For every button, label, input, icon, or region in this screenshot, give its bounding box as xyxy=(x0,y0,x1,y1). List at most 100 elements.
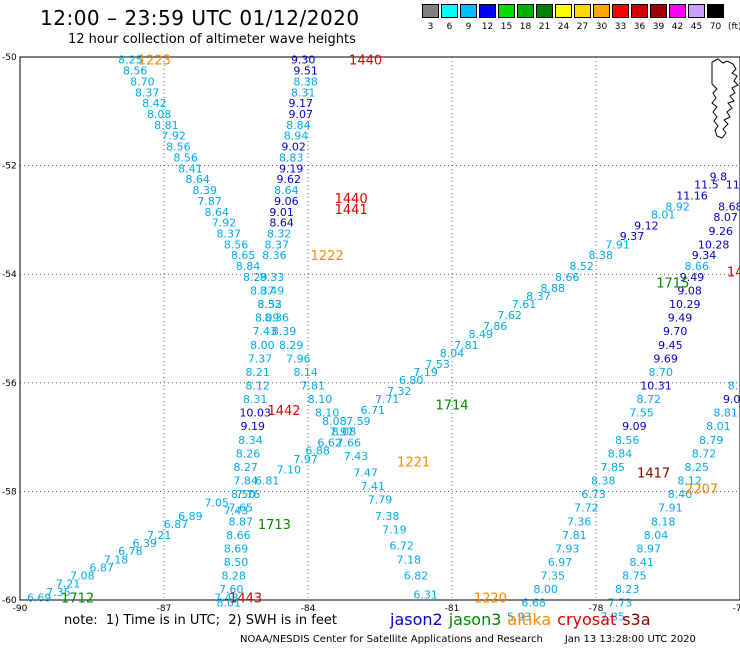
wave-height-label: 8.64 xyxy=(269,217,294,230)
wave-height-label: 8.08 xyxy=(332,426,357,439)
wave-height-label: 7.19 xyxy=(382,523,407,536)
wave-height-label: 8.88 xyxy=(541,282,566,295)
wave-height-label: 6.82 xyxy=(404,570,429,583)
scale-swatch xyxy=(707,4,724,18)
wave-height-label: 8.56 xyxy=(166,141,191,154)
scale-swatch xyxy=(422,4,439,18)
wave-height-label: 9.34 xyxy=(692,249,717,262)
wave-height-label: 8.31 xyxy=(291,86,316,99)
wave-height-label: 8.56 xyxy=(224,238,249,251)
wave-height-label: 9.70 xyxy=(663,325,688,338)
wave-height-label: 8.40 xyxy=(668,488,693,501)
pass-2207-track: 9.018.708.818.018.798.728.258.128.407.91… xyxy=(601,380,740,624)
wave-height-label: 8.08 xyxy=(322,415,347,428)
wave-height-label: 8.83 xyxy=(279,151,304,164)
scale-swatch xyxy=(612,4,629,18)
wave-height-label: 8.36 xyxy=(262,249,287,262)
scale-swatch xyxy=(669,4,686,18)
lat-tick-label: -54 xyxy=(2,270,17,280)
legend-s3a: s3a xyxy=(622,610,651,629)
scale-label: 6 xyxy=(446,22,453,32)
footer: NOAA/NESDIS Center for Satellite Applica… xyxy=(240,634,696,645)
wave-height-label: 8.70 xyxy=(130,75,155,88)
wave-height-label: 7.38 xyxy=(375,510,400,523)
wave-height-label: 7.41 xyxy=(361,480,386,493)
wave-height-label: 8.12 xyxy=(245,380,270,393)
wave-height-label: 8.66 xyxy=(226,529,251,542)
wave-height-label: 9.01 xyxy=(269,206,294,219)
wave-height-label: 8.14 xyxy=(293,366,318,379)
wave-height-label: 7.36 xyxy=(567,515,592,528)
wave-height-label: 9.08 xyxy=(677,284,702,297)
wave-height-label: 9.01 xyxy=(723,393,740,406)
pass-number-label: 1713 xyxy=(258,518,291,533)
scale-swatch xyxy=(593,4,610,18)
scale-label: 3 xyxy=(427,22,434,32)
wave-height-label: 7.73 xyxy=(608,597,633,610)
wave-height-label: 8.33 xyxy=(257,298,282,311)
wave-height-label: 9.49 xyxy=(680,271,705,284)
wave-height-label: 8.39 xyxy=(272,325,297,338)
scale-label: 39 xyxy=(652,22,665,32)
wave-height-label: 8.84 xyxy=(608,447,633,460)
wave-height-label: 8.92 xyxy=(665,200,690,213)
wave-height-label: 9.45 xyxy=(658,339,683,352)
wave-height-label: 6.89 xyxy=(178,510,203,523)
pass-number-label: 1712 xyxy=(61,591,94,606)
wave-height-label: 8.65 xyxy=(231,249,256,262)
wave-height-label: 8.09 xyxy=(255,312,280,325)
lon-tick-label: -87 xyxy=(157,604,172,614)
pass-number-label: 1714 xyxy=(435,399,468,414)
wave-height-label: 10.03 xyxy=(239,407,271,420)
wave-height-label: 7.93 xyxy=(555,542,580,555)
wave-height-label: 8.37 xyxy=(217,227,242,240)
wave-height-label: 6.71 xyxy=(361,404,386,417)
legend-jason3: jason3 xyxy=(448,610,502,629)
scale-unit: (ft) xyxy=(728,22,740,32)
wave-height-label: 8.26 xyxy=(236,447,261,460)
wave-height-label: 8.10 xyxy=(315,407,340,420)
wave-height-label: 7.91 xyxy=(658,502,683,515)
wave-height-label: 8.04 xyxy=(440,347,465,360)
lon-tick-label: -78 xyxy=(589,604,604,614)
wave-height-label: 8.70 xyxy=(649,366,674,379)
wave-height-label: 7.35 xyxy=(46,586,71,599)
scale-label: 27 xyxy=(576,22,589,32)
wave-height-label: 9.51 xyxy=(293,65,318,78)
wave-height-label: 8.56 xyxy=(615,434,640,447)
coastline-icon xyxy=(711,58,739,139)
wave-height-label: 9.19 xyxy=(241,420,266,433)
pass-number-label: 1443 xyxy=(229,591,262,606)
wave-height-label: 8.25 xyxy=(118,54,143,67)
wave-height-label: 7.60 xyxy=(219,583,244,596)
wave-height-label: 7.81 xyxy=(454,339,479,352)
scale-swatch xyxy=(479,4,496,18)
wave-height-label: 7.62 xyxy=(497,309,522,322)
wave-height-label: 11.5 xyxy=(694,179,719,192)
wave-height-label: 8.52 xyxy=(569,260,594,273)
wave-height-label: 9.37 xyxy=(620,230,645,243)
wave-height-label: 8.41 xyxy=(178,162,203,175)
wave-height-label: 6.78 xyxy=(118,545,143,558)
wave-height-label: 7.21 xyxy=(56,578,81,591)
wave-height-label: 8.50 xyxy=(231,488,256,501)
wave-height-label: 8.01 xyxy=(651,208,676,221)
wave-height-label: 7.35 xyxy=(601,610,626,623)
wave-height-label: 8.37 xyxy=(250,284,275,297)
wave-height-label: 8.49 xyxy=(469,328,494,341)
pass-number-label: 2207 xyxy=(685,483,718,498)
pass-number-label: 1220 xyxy=(474,591,507,606)
map-subtitle: 12 hour collection of altimeter wave hei… xyxy=(68,32,356,47)
wave-height-label: 7.92 xyxy=(161,130,186,143)
pass-number-label: 1222 xyxy=(311,249,344,264)
wave-height-label: 8.49 xyxy=(260,284,285,297)
footer-credit: NOAA/NESDIS Center for Satellite Applica… xyxy=(240,634,543,645)
pass-number-label: 1715 xyxy=(656,276,689,291)
wave-height-label: 8.31 xyxy=(243,393,268,406)
pass-1223-track: 8.258.568.708.378.428.088.817.928.568.56… xyxy=(118,54,438,602)
pass-number-label: 1417 xyxy=(637,466,670,481)
wave-height-label: 8.69 xyxy=(224,542,249,555)
wave-height-label: 8.32 xyxy=(267,227,292,240)
pass-number-label: 1441 xyxy=(335,203,368,218)
